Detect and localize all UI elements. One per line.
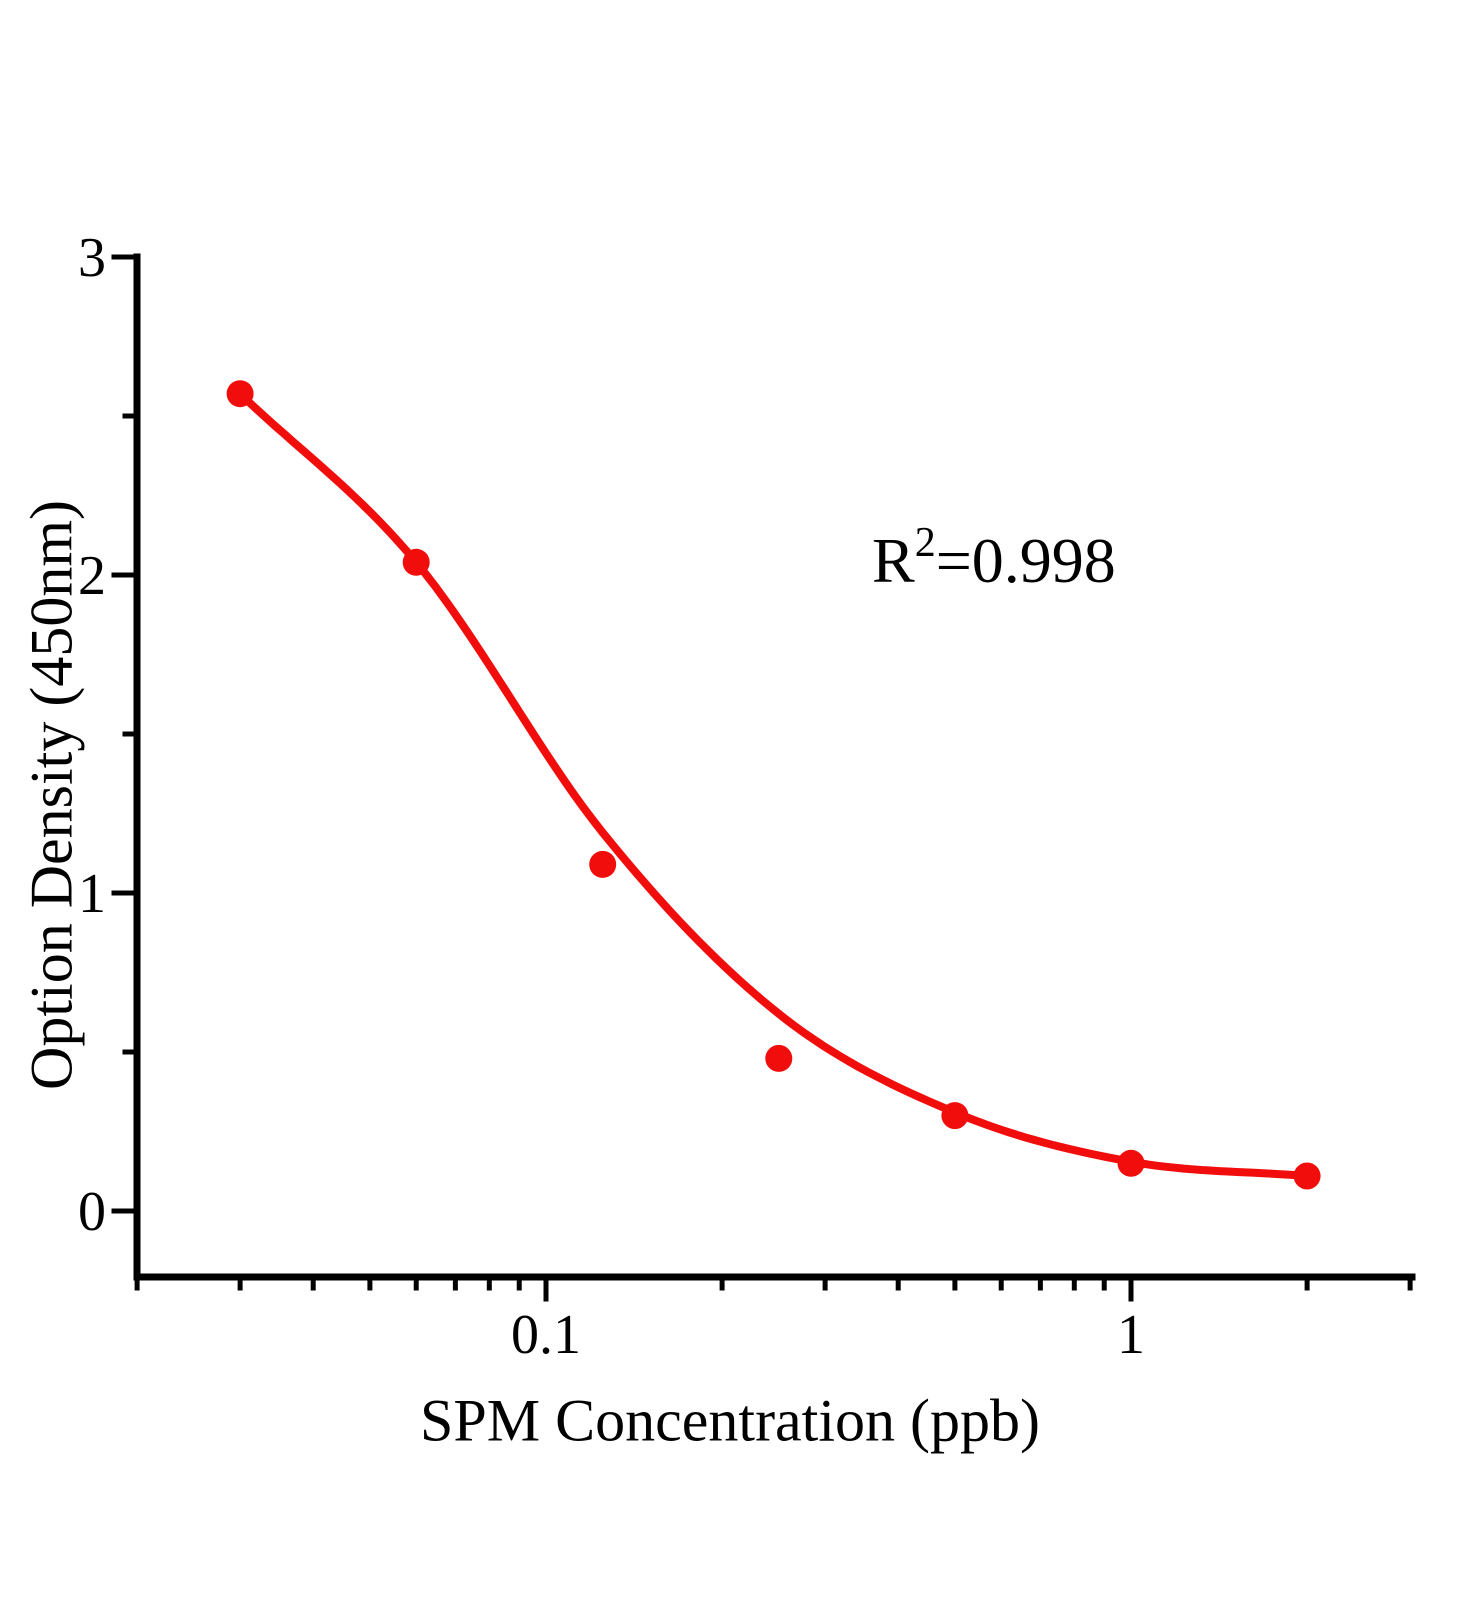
tick-labels: 0 1 2 3 0.1 1: [78, 227, 1145, 1366]
data-point: [402, 548, 430, 576]
y-tick-label: 2: [78, 545, 106, 607]
x-axis-title: SPM Concentration (ppb): [420, 1387, 1040, 1454]
data-point: [589, 850, 617, 878]
data-points: [226, 380, 1321, 1190]
y-axis-title: Option Density (450nm): [18, 500, 85, 1090]
data-point: [1293, 1162, 1321, 1190]
r-squared-exponent: 2: [914, 519, 936, 566]
data-point: [765, 1044, 793, 1072]
axes: [133, 253, 1416, 1281]
x-tick-label: 1: [1117, 1304, 1145, 1366]
x-tick-label: 0.1: [511, 1304, 581, 1366]
data-point: [941, 1102, 969, 1130]
y-tick-label: 3: [78, 227, 106, 289]
y-tick-label: 0: [78, 1181, 106, 1243]
data-point: [1117, 1149, 1145, 1177]
y-tick-label: 1: [78, 863, 106, 925]
r-squared-value: =0.998: [935, 525, 1116, 596]
ticks: [111, 254, 1413, 1302]
r-squared-base: R: [872, 525, 915, 596]
r-squared-annotation: R2=0.998: [872, 522, 1116, 596]
data-point: [226, 380, 254, 408]
